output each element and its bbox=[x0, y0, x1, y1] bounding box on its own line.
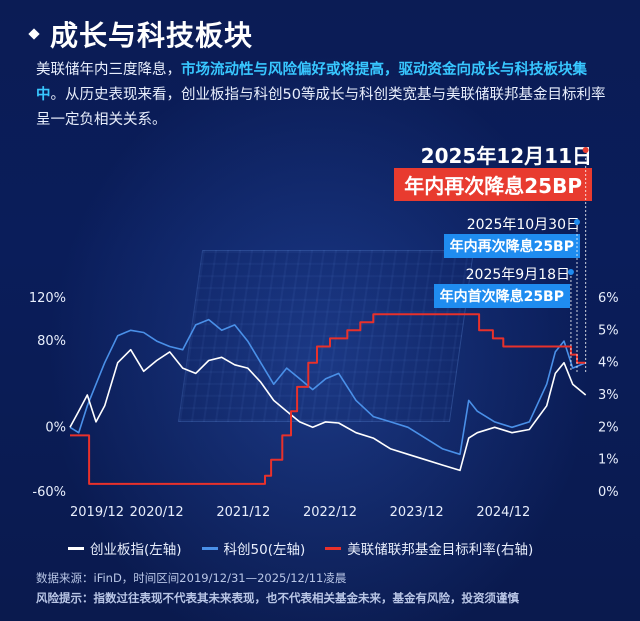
left-axis-tick: 0% bbox=[45, 420, 66, 435]
series-line-chinext bbox=[69, 348, 587, 472]
left-axis-tick: 80% bbox=[37, 334, 66, 349]
marker-sep-dot bbox=[567, 269, 574, 275]
page-title: 成长与科技板块 bbox=[50, 19, 254, 52]
annotation-badge-oct: 年内再次降息25BP bbox=[443, 234, 580, 258]
legend-swatch-blue bbox=[201, 546, 218, 550]
x-axis-tick: 2019/12 bbox=[70, 505, 124, 520]
right-axis-tick: 3% bbox=[598, 388, 619, 403]
legend-item-star50: 科创50(左轴) bbox=[201, 538, 306, 558]
description: 美联储年内三度降息，市场流动性与风险偏好或将提高，驱动资金向成长与科技板块集中。… bbox=[36, 58, 606, 133]
legend-label-chinext: 创业板指(左轴) bbox=[90, 542, 182, 558]
annotation-badge-dec: 年内再次降息25BP bbox=[394, 168, 592, 201]
annotation-date-sep: 2025年9月18日 bbox=[465, 267, 570, 283]
x-axis-tick: 2024/12 bbox=[476, 505, 530, 520]
legend-swatch-red bbox=[325, 546, 342, 550]
annotation-date-dec: 2025年12月11日 bbox=[420, 144, 592, 168]
right-axis-tick: 5% bbox=[598, 323, 619, 338]
marker-dec-dot bbox=[582, 147, 589, 153]
description-highlight: 市场流动性与风险偏好或将提高，驱动资金向成长与科技板块集中 bbox=[36, 62, 587, 103]
series-line-fed-rate bbox=[70, 313, 586, 485]
legend-label-star50: 科创50(左轴) bbox=[223, 542, 306, 558]
section-header: 成长与科技板块 bbox=[28, 14, 254, 54]
risk-text: 指数过往表现不代表其未来表现，也不代表相关基金未来，基金有风险，投资须谨慎 bbox=[93, 591, 520, 605]
marker-oct-dot bbox=[574, 219, 580, 225]
legend-item-chinext: 创业板指(左轴) bbox=[68, 538, 182, 558]
x-axis-tick: 2023/12 bbox=[390, 505, 444, 520]
legend-item-fed-rate: 美联储联邦基金目标利率(右轴) bbox=[325, 538, 533, 558]
right-axis-tick: 6% bbox=[598, 291, 619, 306]
series-line-star50 bbox=[69, 318, 587, 456]
risk-label: 风险提示： bbox=[36, 591, 94, 605]
chart-legend: 创业板指(左轴) 科创50(左轴) 美联储联邦基金目标利率(右轴) bbox=[68, 538, 533, 558]
x-axis-tick: 2021/12 bbox=[216, 505, 270, 520]
description-part2: 。从历史表现来看，创业板指与科创50等成长与科创类宽基与美联储联邦基金目标利率呈… bbox=[36, 87, 606, 128]
right-axis-tick: 0% bbox=[598, 485, 619, 500]
left-axis-tick: -60% bbox=[32, 485, 66, 500]
data-source: 数据来源：iFinD，时间区间2019/12/31—2025/12/11凌晨 bbox=[36, 571, 347, 585]
legend-swatch-white bbox=[68, 546, 84, 550]
left-axis-tick: 120% bbox=[29, 291, 66, 306]
right-axis-tick: 4% bbox=[598, 356, 619, 371]
legend-label-fed-rate: 美联储联邦基金目标利率(右轴) bbox=[347, 542, 534, 558]
right-axis-tick: 2% bbox=[598, 420, 619, 435]
annotation-date-oct: 2025年10月30日 bbox=[466, 217, 580, 233]
right-axis-tick: 1% bbox=[598, 453, 619, 468]
annotation-badge-sep: 年内首次降息25BP bbox=[433, 284, 570, 308]
x-axis-tick: 2020/12 bbox=[130, 505, 184, 520]
risk-warning: 风险提示：指数过往表现不代表其未来表现，也不代表相关基金未来，基金有风险，投资须… bbox=[36, 590, 519, 606]
x-axis-tick: 2022/12 bbox=[303, 505, 357, 520]
description-part1: 美联储年内三度降息， bbox=[36, 62, 181, 78]
